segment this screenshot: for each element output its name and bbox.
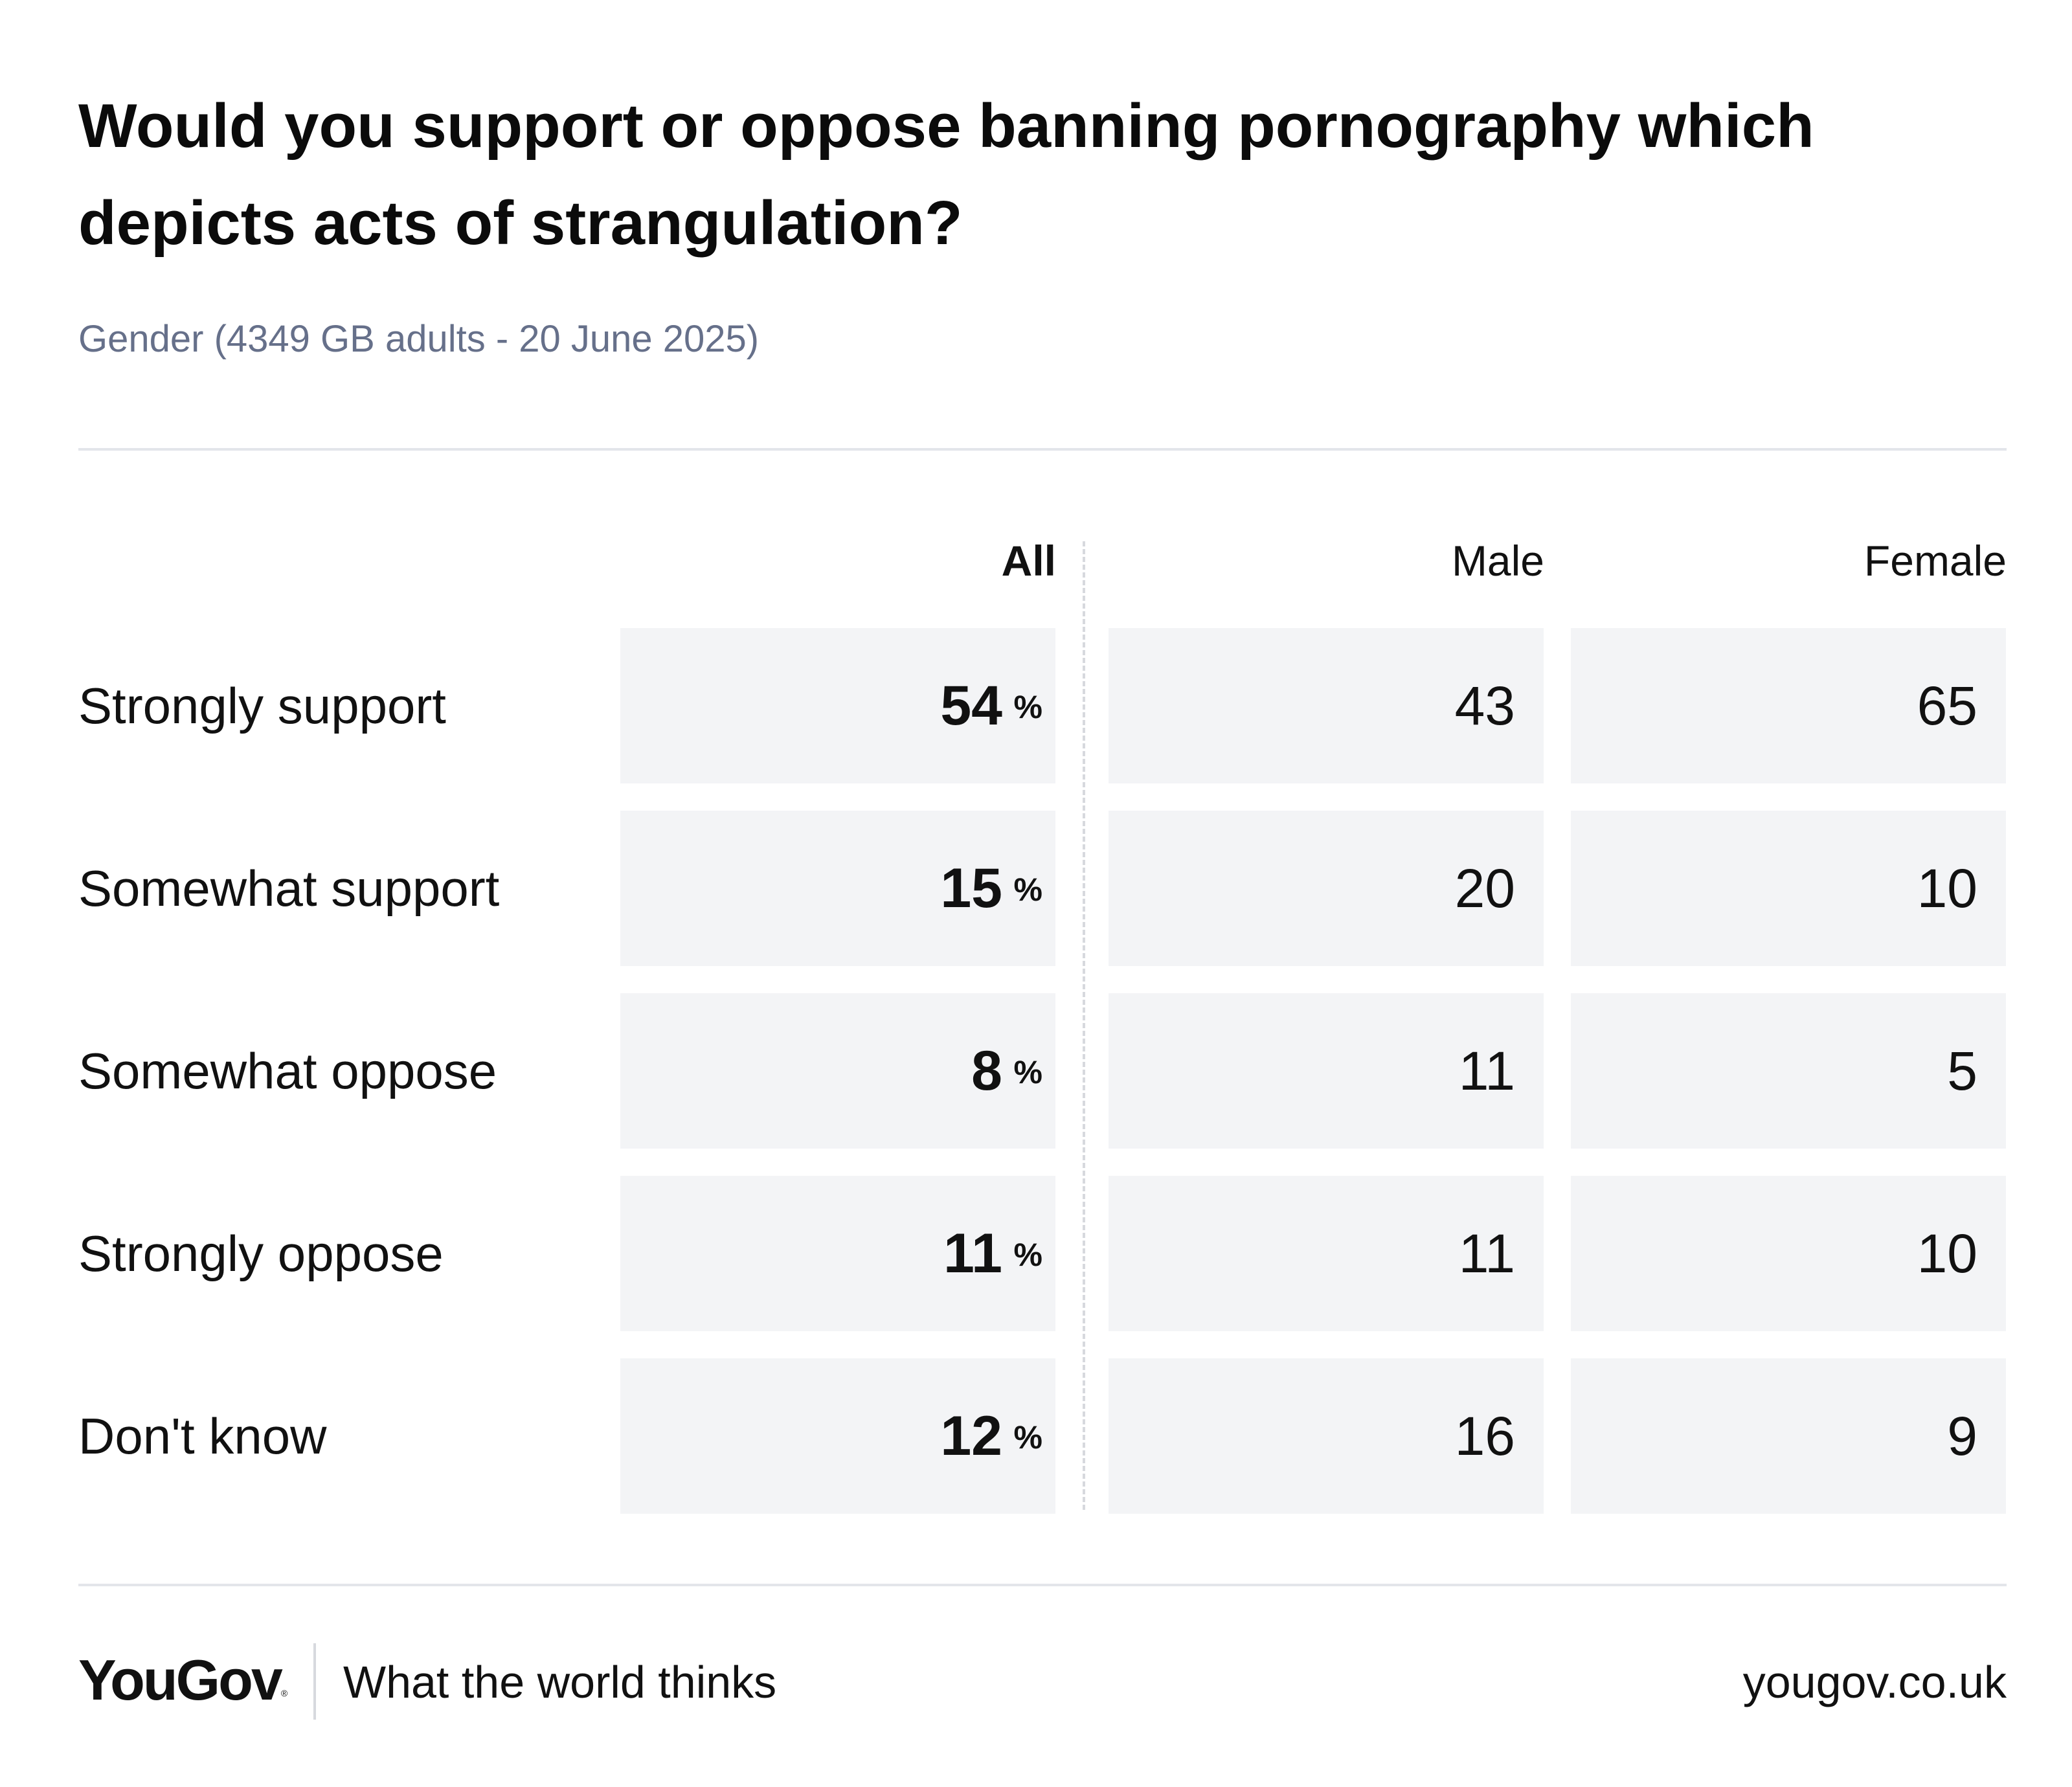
percent-sign: % [1013, 1237, 1042, 1273]
cell-all: 12% [620, 1358, 1055, 1514]
percent-sign: % [1013, 871, 1042, 908]
value-all: 11 [943, 1222, 1002, 1285]
row-label: Somewhat support [78, 860, 500, 917]
value-female: 10 [1917, 858, 1977, 919]
value-male: 16 [1454, 1406, 1515, 1467]
value-all: 54 [940, 675, 1002, 737]
chart-subtitle: Gender (4349 GB adults - 20 June 2025) [78, 318, 760, 360]
cell-male: 43 [1109, 628, 1544, 783]
row-label: Strongly support [78, 677, 446, 734]
cell-all: 15% [620, 811, 1055, 966]
footer-url: yougov.co.uk [1742, 1657, 2007, 1707]
logo-registered-mark: ® [280, 1688, 288, 1698]
cell-female: 10 [1571, 1176, 2006, 1331]
cell-female: 65 [1571, 628, 2006, 783]
value-male: 11 [1458, 1223, 1515, 1284]
percent-sign: % [1013, 689, 1042, 725]
cell-all: 8% [620, 993, 1055, 1149]
value-female: 9 [1947, 1406, 1977, 1467]
yougov-logo: YouGov® [78, 1645, 287, 1716]
row-label: Somewhat oppose [78, 1042, 497, 1099]
value-all: 15 [940, 857, 1002, 919]
cell-all: 11% [620, 1176, 1055, 1331]
value-female: 65 [1917, 675, 1977, 736]
value-male: 43 [1454, 675, 1515, 736]
value-male: 11 [1458, 1040, 1515, 1101]
percent-sign: % [1013, 1054, 1042, 1090]
cell-male: 20 [1109, 811, 1544, 966]
cell-female: 9 [1571, 1358, 2006, 1514]
value-all: 12 [940, 1405, 1002, 1467]
all-column-divider [1083, 541, 1085, 1510]
cell-male: 11 [1109, 993, 1544, 1149]
column-header-all: All [1001, 537, 1056, 585]
column-header-male: Male [1451, 537, 1544, 585]
cell-male: 16 [1109, 1358, 1544, 1514]
cell-all: 54% [620, 628, 1055, 783]
top-divider [78, 448, 2007, 451]
column-header-female: Female [1864, 537, 2007, 585]
cell-female: 10 [1571, 811, 2006, 966]
value-female: 5 [1947, 1040, 1977, 1101]
row-label: Strongly oppose [78, 1225, 444, 1282]
percent-sign: % [1013, 1419, 1042, 1455]
logo-text: YouGov [78, 1648, 283, 1712]
bottom-divider [78, 1584, 2007, 1586]
cell-female: 5 [1571, 993, 2006, 1149]
value-all: 8 [971, 1040, 1002, 1102]
value-female: 10 [1917, 1223, 1977, 1284]
cell-male: 11 [1109, 1176, 1544, 1331]
row-label: Don't know [78, 1408, 327, 1465]
footer-tagline: What the world thinks [343, 1657, 777, 1707]
footer-separator [313, 1643, 316, 1720]
chart-title: Would you support or oppose banning porn… [78, 91, 1814, 258]
value-male: 20 [1454, 858, 1515, 919]
